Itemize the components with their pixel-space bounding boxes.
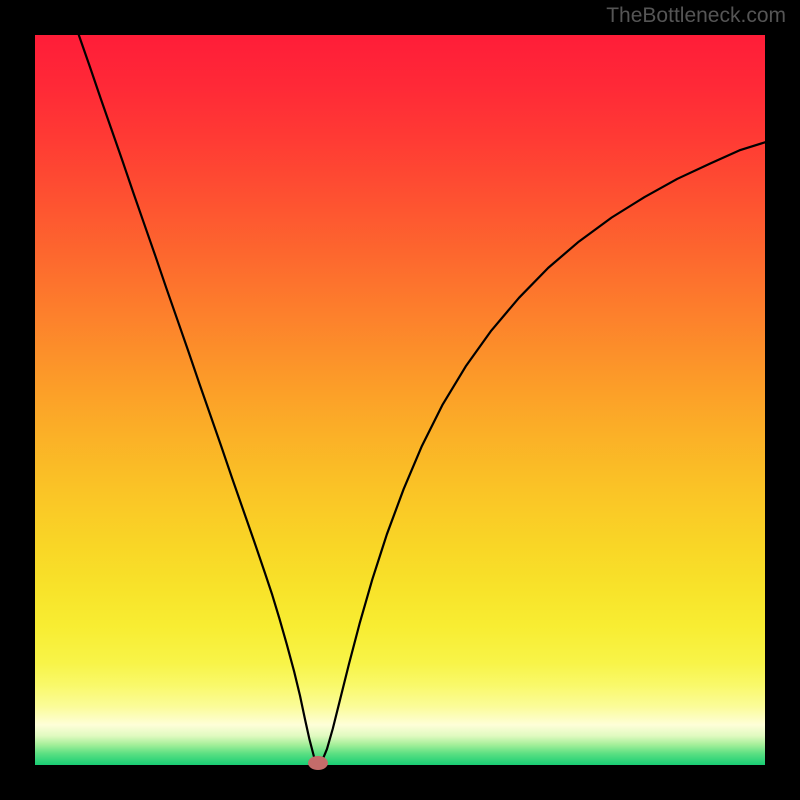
plot-area xyxy=(35,35,765,765)
minimum-marker xyxy=(308,756,328,770)
bottleneck-curve xyxy=(35,35,765,765)
watermark-text: TheBottleneck.com xyxy=(606,4,786,28)
